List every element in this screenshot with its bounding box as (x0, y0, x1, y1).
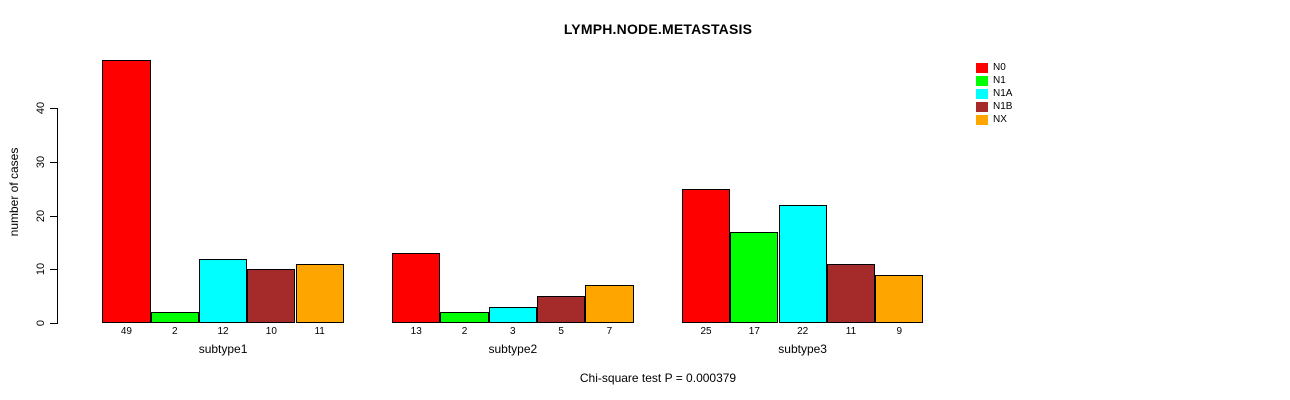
bar-subtype1-N0 (102, 59, 151, 323)
legend-label: N0 (993, 62, 1006, 73)
y-tick (50, 269, 58, 271)
bar-value-label: 2 (461, 326, 468, 337)
group-label-subtype2: subtype2 (488, 342, 538, 356)
bar-value-label: 11 (845, 326, 857, 337)
bar-value-label: 9 (896, 326, 903, 337)
bar-value-label: 3 (510, 326, 516, 337)
bar-subtype3-N1A (778, 204, 827, 323)
bar-value-label: 2 (171, 326, 178, 337)
y-tick (50, 161, 58, 163)
bar-subtype3-N0 (681, 188, 731, 323)
group-label-subtype1: subtype1 (198, 342, 248, 356)
legend-item-N1A: N1A (976, 87, 1012, 100)
bar-value-label: 25 (700, 326, 712, 337)
bar-value-label: 17 (748, 326, 760, 337)
y-tick (50, 108, 58, 109)
y-axis-label: number of cases (7, 147, 21, 237)
legend-item-N1: N1 (976, 74, 1012, 87)
legend-label: N1A (993, 88, 1013, 99)
y-tick (50, 323, 58, 324)
group-label-subtype3: subtype3 (778, 342, 827, 356)
legend-swatch-icon (976, 114, 988, 125)
bar-value-label: 49 (120, 326, 132, 337)
bar-value-label: 5 (558, 326, 564, 337)
legend-item-N1B: N1B (976, 100, 1012, 113)
legend-label: N1 (993, 75, 1006, 86)
bar-subtype1-NX (295, 263, 344, 323)
bar-value-label: 7 (606, 326, 613, 337)
bar-value-label: 10 (265, 326, 277, 337)
chi-square-annotation: Chi-square test P = 0.000379 (579, 371, 737, 385)
bar-value-label: 12 (217, 326, 229, 337)
legend-item-N0: N0 (976, 61, 1012, 74)
y-tick-label: 40 (35, 101, 47, 115)
bar-subtype2-N1A (488, 306, 537, 323)
legend-item-NX: NX (976, 113, 1012, 126)
legend-swatch-icon (976, 88, 988, 99)
bar-subtype3-N1 (730, 231, 779, 323)
bar-subtype1-N1 (150, 312, 199, 323)
chart-title: LYMPH.NODE.METASTASIS (563, 21, 753, 37)
y-tick (50, 215, 58, 217)
legend: N0 N1 N1A N1B NX (976, 61, 1012, 126)
bar-subtype2-N1 (440, 312, 489, 323)
legend-swatch-icon (976, 101, 988, 112)
legend-swatch-icon (976, 62, 988, 73)
bar-value-label: 22 (797, 326, 809, 337)
bar-subtype1-N1A (198, 258, 248, 323)
legend-label: NX (993, 114, 1007, 125)
legend-swatch-icon (976, 75, 988, 86)
legend-label: N1B (993, 101, 1013, 112)
y-tick-label: 10 (35, 263, 47, 276)
y-tick-label: 20 (35, 209, 47, 222)
bar-subtype3-NX (875, 274, 924, 323)
bar-subtype3-N1B (826, 263, 876, 323)
bar-subtype2-NX (585, 285, 634, 323)
bar-value-label: 13 (410, 326, 422, 337)
bar-subtype2-N1B (537, 296, 586, 323)
bar-value-label: 11 (314, 326, 325, 337)
y-tick-label: 30 (35, 155, 47, 168)
y-tick-label: 0 (35, 319, 47, 327)
bar-subtype2-N0 (392, 253, 441, 323)
bar-subtype1-N1B (247, 269, 296, 323)
